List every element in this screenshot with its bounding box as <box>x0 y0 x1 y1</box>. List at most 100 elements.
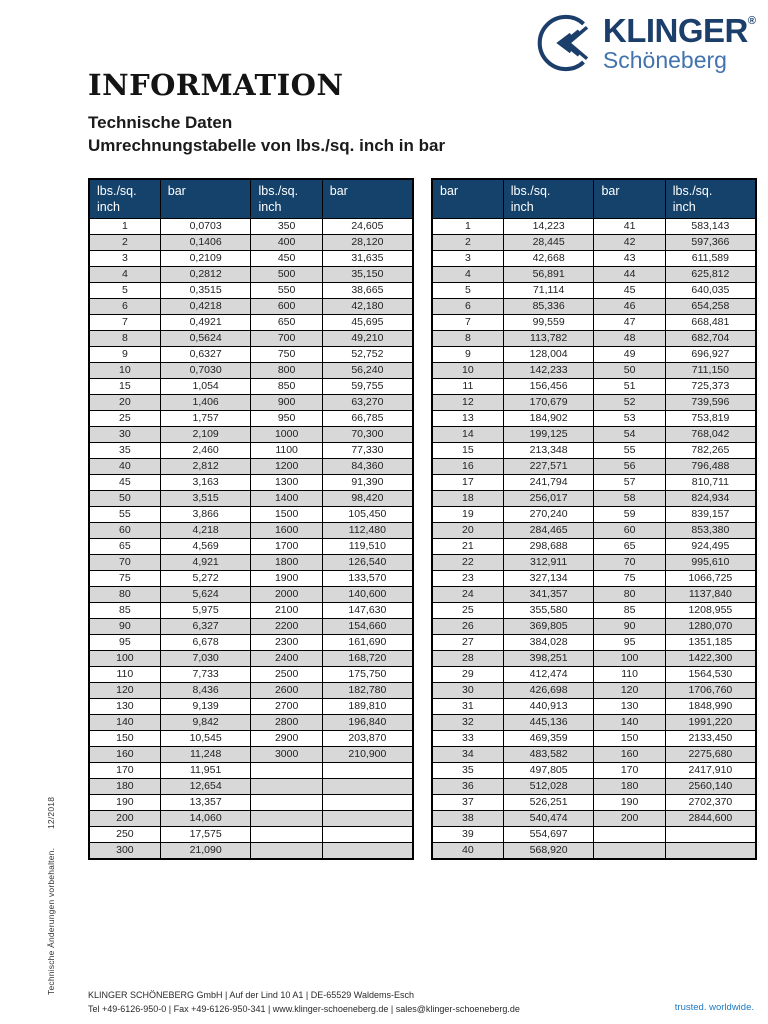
table-cell: 450 <box>250 249 323 267</box>
table-cell: 133,570 <box>321 569 414 587</box>
table-cell: 55 <box>88 505 161 523</box>
table-row: 37 526,251 190 2702,370 <box>431 793 757 811</box>
subtitle-umrechnungstabelle: Umrechnungstabelle von lbs./sq. inch in … <box>88 136 446 155</box>
table-cell: 35 <box>431 761 504 779</box>
table-cell: 85,336 <box>502 297 595 315</box>
table-cell: 0,5624 <box>159 329 252 347</box>
brand-subname: Schöneberg <box>602 47 727 73</box>
table-cell: 625,812 <box>664 265 757 283</box>
table-cell: 28,445 <box>502 233 595 251</box>
table-cell: 196,840 <box>321 713 414 731</box>
table-cell: 50 <box>88 489 161 507</box>
table-row: 300 21,090 <box>88 841 414 859</box>
table-cell: 15 <box>88 377 161 395</box>
table-cell: 9 <box>431 345 504 363</box>
table-cell: 189,810 <box>321 697 414 715</box>
table-row: 14 199,125 54 768,042 <box>431 425 757 443</box>
table-cell <box>250 777 323 795</box>
table-row: 17 241,794 57 810,711 <box>431 473 757 491</box>
table-cell: 95 <box>88 633 161 651</box>
table-cell: 110 <box>593 665 666 683</box>
table-cell: 32 <box>431 713 504 731</box>
table-cell: 256,017 <box>502 489 595 507</box>
table-cell: 95 <box>593 633 666 651</box>
table-cell: 512,028 <box>502 777 595 795</box>
table-cell: 554,697 <box>502 825 595 843</box>
table-cell: 2844,600 <box>664 809 757 827</box>
table-cell: 147,630 <box>321 601 414 619</box>
table-row: 26 369,805 90 1280,070 <box>431 617 757 635</box>
table-cell: 66,785 <box>321 409 414 427</box>
table-cell: 45,695 <box>321 313 414 331</box>
table-cell: 5 <box>88 281 161 299</box>
table-cell: 810,711 <box>664 473 757 491</box>
table-cell <box>593 825 666 843</box>
table-cell <box>321 761 414 779</box>
table-cell: 190 <box>593 793 666 811</box>
table-cell: 59,755 <box>321 377 414 395</box>
table-cell: 2200 <box>250 617 323 635</box>
table-row: 55 3,866 1500 105,450 <box>88 505 414 523</box>
table-cell: 1200 <box>250 457 323 475</box>
table-cell: 150 <box>88 729 161 747</box>
table-cell: 84,360 <box>321 457 414 475</box>
table-row: 10 0,7030 800 56,240 <box>88 361 414 379</box>
table-row: 180 12,654 <box>88 777 414 795</box>
table-row: 5 71,114 45 640,035 <box>431 281 757 299</box>
table-cell: 1300 <box>250 473 323 491</box>
table-cell: 1706,760 <box>664 681 757 699</box>
table-cell: 400 <box>250 233 323 251</box>
table-cell: 128,004 <box>502 345 595 363</box>
table-row: 1 0,0703 350 24,605 <box>88 217 414 235</box>
table-cell: 6 <box>431 297 504 315</box>
table-cell: 611,589 <box>664 249 757 267</box>
table-cell: 53 <box>593 409 666 427</box>
table-cell <box>664 825 757 843</box>
column-header: lbs./sq. inch <box>502 178 595 219</box>
table-cell: 31,635 <box>321 249 414 267</box>
table-cell: 640,035 <box>664 281 757 299</box>
table-cell: 184,902 <box>502 409 595 427</box>
table-cell: 3,866 <box>159 505 252 523</box>
table-cell: 0,2109 <box>159 249 252 267</box>
table-cell: 59 <box>593 505 666 523</box>
table-cell: 13 <box>431 409 504 427</box>
table-cell: 58 <box>593 489 666 507</box>
table-row: 5 0,3515 550 38,665 <box>88 281 414 299</box>
brand-name: KLINGER® <box>602 12 756 49</box>
table-cell: 4,218 <box>159 521 252 539</box>
table-cell <box>321 809 414 827</box>
table-cell: 142,233 <box>502 361 595 379</box>
conversion-table-lbs-to-bar: lbs./sq. inch bar lbs./sq. inch bar 1 0,0703… <box>88 178 414 860</box>
table-cell: 26 <box>431 617 504 635</box>
table-cell: 2300 <box>250 633 323 651</box>
table-cell: 11,248 <box>159 745 252 763</box>
table-cell: 250 <box>88 825 161 843</box>
table-cell: 2100 <box>250 601 323 619</box>
table-cell: 33 <box>431 729 504 747</box>
table-cell: 227,571 <box>502 457 595 475</box>
table-cell: 20 <box>431 521 504 539</box>
table-cell: 85 <box>88 601 161 619</box>
table-cell: 20 <box>88 393 161 411</box>
side-note-text: Technische Änderungen vorbehalten. <box>46 847 56 995</box>
table-cell: 4 <box>431 265 504 283</box>
page-title: INFORMATION <box>88 68 344 102</box>
table-row: 3 0,2109 450 31,635 <box>88 249 414 267</box>
table-cell: 850 <box>250 377 323 395</box>
table-cell: 75 <box>593 569 666 587</box>
table-row: 23 327,134 75 1066,725 <box>431 569 757 587</box>
table-cell: 170 <box>593 761 666 779</box>
table-cell: 682,704 <box>664 329 757 347</box>
table-cell <box>250 793 323 811</box>
table-row: 28 398,251 100 1422,300 <box>431 649 757 667</box>
table-cell: 1400 <box>250 489 323 507</box>
table-cell: 41 <box>593 217 666 235</box>
table-cell: 5,975 <box>159 601 252 619</box>
table-cell: 140 <box>593 713 666 731</box>
side-note-date: 12/2018 <box>46 797 56 830</box>
table-cell: 203,870 <box>321 729 414 747</box>
table-cell <box>250 841 323 859</box>
table-cell <box>664 841 757 859</box>
table-cell: 654,258 <box>664 297 757 315</box>
